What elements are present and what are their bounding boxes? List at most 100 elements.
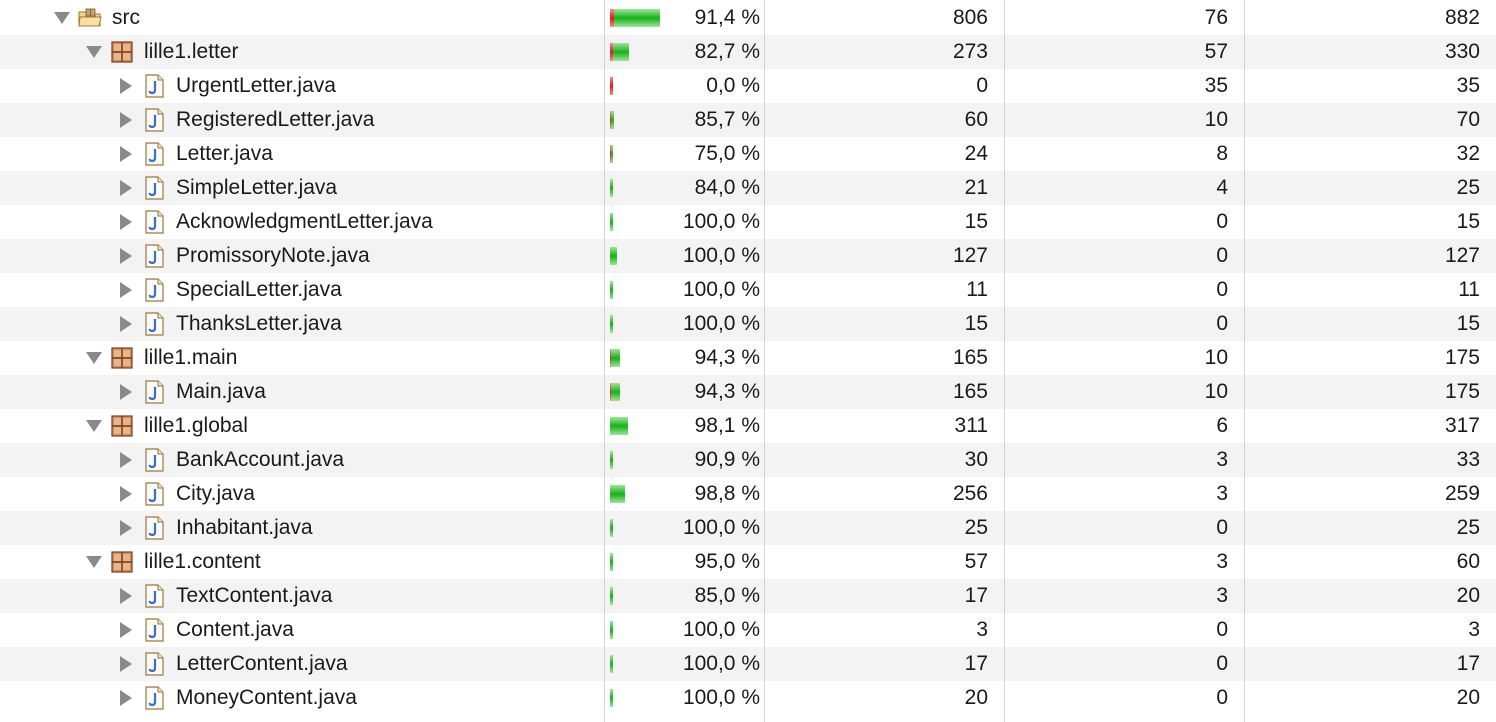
coverage-cell: 98,8 %: [604, 477, 764, 511]
table-row[interactable]: ThanksLetter.java 100,0 % 15 0 15: [0, 307, 1496, 341]
expand-arrow-right-icon[interactable]: [116, 69, 136, 103]
missed-count: 0: [1216, 516, 1228, 539]
missed-count: 10: [1204, 380, 1228, 403]
expand-arrow-right-icon[interactable]: [116, 477, 136, 511]
expand-arrow-right-icon[interactable]: [116, 137, 136, 171]
missed-bar-segment: [610, 111, 611, 129]
coverage-bar: [610, 451, 613, 469]
coverage-bar: [610, 179, 613, 197]
source-folder-icon: [78, 6, 102, 30]
expand-arrow-right-icon[interactable]: [116, 307, 136, 341]
expand-arrow-right-icon[interactable]: [116, 171, 136, 205]
java-file-icon: [142, 516, 166, 540]
table-row[interactable]: lille1.letter 82,7 % 273 57 330: [0, 35, 1496, 69]
covered-bar-segment: [610, 281, 613, 299]
expand-arrow-right-icon[interactable]: [116, 205, 136, 239]
coverage-percent: 100,0 %: [682, 244, 760, 267]
expand-arrow-down-icon[interactable]: [84, 409, 104, 443]
coverage-cell: 95,0 %: [604, 545, 764, 579]
table-row[interactable]: Inhabitant.java 100,0 % 25 0 25: [0, 511, 1496, 545]
total-count-cell: 35: [1244, 69, 1496, 103]
java-file-icon: [142, 686, 166, 710]
expand-arrow-right-icon[interactable]: [116, 647, 136, 681]
table-row[interactable]: lille1.content 95,0 % 57 3 60: [0, 545, 1496, 579]
expand-arrow-right-icon[interactable]: [116, 375, 136, 409]
column-divider: [1244, 0, 1245, 722]
element-cell: Inhabitant.java: [0, 511, 604, 545]
table-row[interactable]: Main.java 94,3 % 165 10 175: [0, 375, 1496, 409]
table-row[interactable]: UrgentLetter.java 0,0 % 0 35 35: [0, 69, 1496, 103]
total-count: 15: [1456, 312, 1480, 335]
total-count-cell: 25: [1244, 171, 1496, 205]
element-cell: Content.java: [0, 613, 604, 647]
coverage-cell: 100,0 %: [604, 273, 764, 307]
coverage-bar: [610, 9, 660, 27]
covered-bar-segment: [610, 213, 613, 231]
table-row[interactable]: lille1.main 94,3 % 165 10 175: [0, 341, 1496, 375]
expand-arrow-down-icon[interactable]: [84, 341, 104, 375]
table-row[interactable]: LetterContent.java 100,0 % 17 0 17: [0, 647, 1496, 681]
coverage-percent: 94,3 %: [694, 346, 760, 369]
missed-count-cell: 10: [1004, 341, 1244, 375]
table-row[interactable]: BankAccount.java 90,9 % 30 3 33: [0, 443, 1496, 477]
expand-arrow-right-icon[interactable]: [116, 443, 136, 477]
expand-arrow-down-icon[interactable]: [52, 1, 72, 35]
element-cell: BankAccount.java: [0, 443, 604, 477]
table-row[interactable]: Content.java 100,0 % 3 0 3: [0, 613, 1496, 647]
table-row[interactable]: RegisteredLetter.java 85,7 % 60 10 70: [0, 103, 1496, 137]
element-name: Inhabitant.java: [176, 516, 313, 539]
table-row[interactable]: src 91,4 % 806 76 882: [0, 1, 1496, 35]
expand-arrow-right-icon[interactable]: [116, 579, 136, 613]
coverage-percent: 100,0 %: [682, 312, 760, 335]
table-row[interactable]: PromissoryNote.java 100,0 % 127 0 127: [0, 239, 1496, 273]
coverage-bar: [610, 417, 628, 435]
total-count: 175: [1444, 380, 1480, 403]
expand-arrow-right-icon[interactable]: [116, 103, 136, 137]
total-count-cell: 317: [1244, 409, 1496, 443]
table-row[interactable]: Letter.java 75,0 % 24 8 32: [0, 137, 1496, 171]
element-cell: SpecialLetter.java: [0, 273, 604, 307]
total-count: 15: [1456, 210, 1480, 233]
coverage-percent: 98,8 %: [694, 482, 760, 505]
coverage-cell: 0,0 %: [604, 69, 764, 103]
table-row[interactable]: SpecialLetter.java 100,0 % 11 0 11: [0, 273, 1496, 307]
total-count-cell: 70: [1244, 103, 1496, 137]
total-count-cell: 882: [1244, 1, 1496, 35]
covered-bar-segment: [610, 553, 613, 571]
coverage-bar: [610, 553, 613, 571]
expand-arrow-right-icon[interactable]: [116, 511, 136, 545]
missed-count-cell: 0: [1004, 613, 1244, 647]
expand-arrow-down-icon[interactable]: [84, 545, 104, 579]
expand-arrow-right-icon[interactable]: [116, 239, 136, 273]
expand-arrow-right-icon[interactable]: [116, 681, 136, 715]
missed-count-cell: 4: [1004, 171, 1244, 205]
covered-count: 165: [952, 380, 988, 403]
coverage-percent: 100,0 %: [682, 686, 760, 709]
table-row[interactable]: lille1.global 98,1 % 311 6 317: [0, 409, 1496, 443]
expand-arrow-right-icon[interactable]: [116, 273, 136, 307]
element-name: SpecialLetter.java: [176, 278, 342, 301]
table-row[interactable]: AcknowledgmentLetter.java 100,0 % 15 0 15: [0, 205, 1496, 239]
coverage-cell: 100,0 %: [604, 511, 764, 545]
covered-count: 165: [952, 346, 988, 369]
coverage-cell: 94,3 %: [604, 341, 764, 375]
missed-count: 10: [1204, 346, 1228, 369]
covered-bar-segment: [610, 315, 613, 333]
total-count: 33: [1456, 448, 1480, 471]
table-row[interactable]: TextContent.java 85,0 % 17 3 20: [0, 579, 1496, 613]
element-name: City.java: [176, 482, 255, 505]
total-count: 20: [1456, 584, 1480, 607]
missed-count-cell: 10: [1004, 103, 1244, 137]
coverage-bar: [610, 655, 613, 673]
expand-arrow-right-icon[interactable]: [116, 613, 136, 647]
element-name: Letter.java: [176, 142, 273, 165]
missed-count-cell: 0: [1004, 239, 1244, 273]
missed-bar-segment: [610, 383, 611, 401]
table-row[interactable]: MoneyContent.java 100,0 % 20 0 20: [0, 681, 1496, 715]
covered-count-cell: 25: [764, 511, 1004, 545]
missed-count: 6: [1216, 414, 1228, 437]
table-row[interactable]: SimpleLetter.java 84,0 % 21 4 25: [0, 171, 1496, 205]
table-row[interactable]: City.java 98,8 % 256 3 259: [0, 477, 1496, 511]
expand-arrow-down-icon[interactable]: [84, 35, 104, 69]
